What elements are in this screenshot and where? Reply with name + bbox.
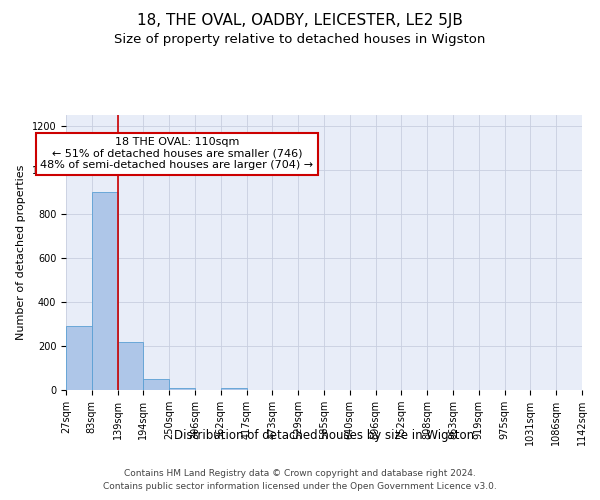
Text: 18, THE OVAL, OADBY, LEICESTER, LE2 5JB: 18, THE OVAL, OADBY, LEICESTER, LE2 5JB [137,12,463,28]
Text: Contains public sector information licensed under the Open Government Licence v3: Contains public sector information licen… [103,482,497,491]
Y-axis label: Number of detached properties: Number of detached properties [16,165,26,340]
Bar [169,388,195,390]
Bar [143,379,169,390]
Text: Size of property relative to detached houses in Wigston: Size of property relative to detached ho… [115,32,485,46]
Bar [118,342,143,390]
Bar [92,192,118,390]
Text: 18 THE OVAL: 110sqm
← 51% of detached houses are smaller (746)
48% of semi-detac: 18 THE OVAL: 110sqm ← 51% of detached ho… [40,137,314,170]
Bar [221,388,247,390]
Bar [66,326,92,390]
Text: Contains HM Land Registry data © Crown copyright and database right 2024.: Contains HM Land Registry data © Crown c… [124,468,476,477]
Text: Distribution of detached houses by size in Wigston: Distribution of detached houses by size … [174,428,474,442]
